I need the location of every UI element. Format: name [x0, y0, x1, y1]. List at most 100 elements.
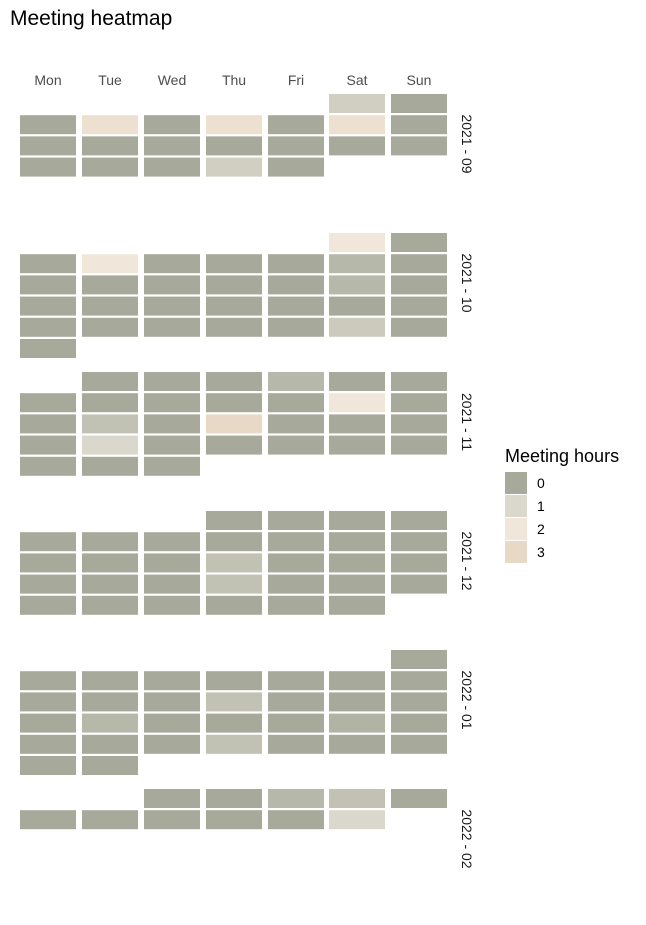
heatmap-cell — [20, 734, 76, 754]
heatmap-cell — [20, 671, 76, 691]
heatmap-cell — [20, 713, 76, 733]
legend-swatch — [505, 495, 527, 517]
heatmap-cell — [268, 553, 324, 573]
heatmap-cell — [20, 296, 76, 316]
heatmap-cell — [206, 789, 262, 808]
heatmap-cell — [144, 317, 200, 337]
heatmap-cell — [82, 393, 138, 413]
heatmap-cell — [82, 435, 138, 455]
heatmap-cell — [82, 157, 138, 177]
heatmap-cell — [391, 789, 447, 808]
month-strip-label: 2022 - 02 — [459, 809, 475, 868]
heatmap-cell — [391, 553, 447, 573]
heatmap-cell — [391, 532, 447, 552]
heatmap-cell — [82, 810, 138, 830]
heatmap-cell — [329, 414, 385, 434]
heatmap-cell — [268, 115, 324, 135]
heatmap-cell — [329, 532, 385, 552]
heatmap-cell — [391, 94, 447, 113]
heatmap-cell — [144, 671, 200, 691]
heatmap-cell — [206, 553, 262, 573]
heatmap-cell — [82, 296, 138, 316]
day-label-wed: Wed — [158, 72, 187, 88]
heatmap-cell — [82, 115, 138, 135]
heatmap-cell — [144, 393, 200, 413]
heatmap-cell — [206, 595, 262, 615]
day-label-tue: Tue — [98, 72, 122, 88]
heatmap-cell — [82, 414, 138, 434]
month-strip-label: 2021 - 11 — [459, 393, 475, 451]
heatmap-cell — [82, 456, 138, 476]
heatmap-cell — [268, 511, 324, 530]
heatmap-cell — [82, 595, 138, 615]
heatmap-cell — [329, 94, 385, 113]
heatmap-cell — [391, 414, 447, 434]
heatmap-cell — [391, 435, 447, 455]
heatmap-cell — [329, 734, 385, 754]
heatmap-cell — [329, 511, 385, 530]
legend-swatch — [505, 472, 527, 494]
heatmap-cell — [20, 810, 76, 830]
legend-items: 0 1 2 3 — [505, 472, 545, 563]
heatmap-cell — [391, 574, 447, 594]
heatmap-cell — [20, 157, 76, 177]
legend: Meeting hours 0 1 2 3 — [505, 446, 619, 563]
heatmap-cell — [391, 713, 447, 733]
heatmap-cell — [268, 317, 324, 337]
month-strip-label: 2021 - 09 — [459, 114, 475, 173]
heatmap-cell — [391, 372, 447, 391]
heatmap-cell — [206, 511, 262, 530]
heatmap-cell — [20, 136, 76, 156]
heatmap-cell — [82, 671, 138, 691]
heatmap-cell — [206, 532, 262, 552]
heatmap-cell — [268, 296, 324, 316]
heatmap-cell — [268, 532, 324, 552]
heatmap-cell — [268, 692, 324, 712]
heatmap-cell — [144, 553, 200, 573]
heatmap-cell — [391, 650, 447, 669]
legend-label: 0 — [537, 475, 545, 491]
heatmap-cell — [20, 414, 76, 434]
heatmap-cell — [82, 254, 138, 274]
legend-swatch — [505, 518, 527, 540]
heatmap-cell — [268, 372, 324, 391]
heatmap-cell — [268, 393, 324, 413]
heatmap-cell — [329, 317, 385, 337]
heatmap-cell — [391, 671, 447, 691]
heatmap-cell — [206, 254, 262, 274]
heatmap-cell — [268, 136, 324, 156]
heatmap-cell — [391, 233, 447, 252]
heatmap-cell — [20, 532, 76, 552]
heatmap-cell — [82, 713, 138, 733]
heatmap-cell — [206, 275, 262, 295]
heatmap-cell — [391, 734, 447, 754]
heatmap-cell — [144, 713, 200, 733]
heatmap-cell — [329, 810, 385, 830]
heatmap-cell — [206, 115, 262, 135]
heatmap-cell — [206, 157, 262, 177]
heatmap-cell — [20, 275, 76, 295]
heatmap-cell — [144, 692, 200, 712]
day-labels: Mon Tue Wed Thu Fri Sat Sun — [34, 72, 431, 88]
heatmap-cell — [329, 435, 385, 455]
heatmap-cell — [82, 734, 138, 754]
heatmap-cell — [144, 275, 200, 295]
heatmap-cell — [391, 317, 447, 337]
heatmap-cell — [206, 296, 262, 316]
heatmap-cell — [144, 414, 200, 434]
heatmap-cell — [268, 671, 324, 691]
heatmap-cell — [268, 789, 324, 808]
heatmap-cell — [82, 692, 138, 712]
heatmap-cell — [82, 372, 138, 391]
heatmap-cell — [329, 671, 385, 691]
heatmap-cell — [144, 372, 200, 391]
heatmap-cell — [144, 532, 200, 552]
legend-swatch — [505, 541, 527, 563]
heatmap-cell — [82, 317, 138, 337]
heatmap-cell — [206, 435, 262, 455]
heatmap-cell — [329, 713, 385, 733]
month-strip-label: 2021 - 12 — [459, 531, 475, 590]
heatmap-cell — [268, 435, 324, 455]
heatmap-cell — [329, 692, 385, 712]
heatmap-cell — [144, 254, 200, 274]
